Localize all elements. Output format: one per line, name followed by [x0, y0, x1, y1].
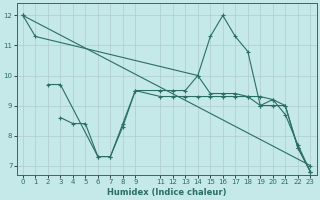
X-axis label: Humidex (Indice chaleur): Humidex (Indice chaleur) — [107, 188, 226, 197]
